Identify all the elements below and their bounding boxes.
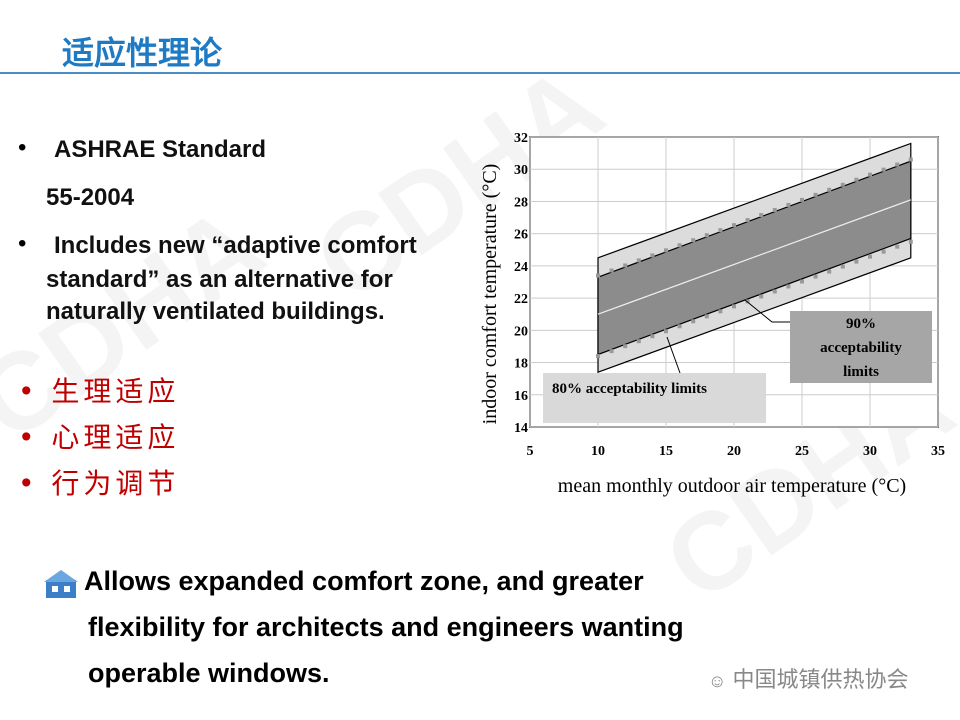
marker-lower: [596, 354, 600, 359]
label-90: 90%: [846, 316, 876, 332]
marker-lower: [636, 339, 641, 344]
marker-upper: [691, 238, 696, 243]
marker-upper: [800, 197, 804, 202]
title-divider: [0, 72, 960, 74]
bottom-text: Allows expanded comfort zone, and greate…: [84, 566, 644, 596]
marker-lower: [908, 239, 913, 244]
marker-lower: [895, 244, 900, 249]
marker-upper: [596, 273, 600, 278]
marker-lower: [609, 349, 614, 354]
marker-upper: [732, 223, 736, 228]
marker-upper: [677, 243, 682, 248]
marker-upper: [609, 268, 614, 273]
footer: ☺ 中国城镇供热协会: [708, 662, 909, 694]
x-tick-label: 25: [795, 444, 809, 459]
y-tick-label: 16: [514, 389, 528, 404]
cn-bullet: • 生理适应: [18, 375, 180, 408]
marker-lower: [827, 269, 832, 274]
leader-line: [744, 299, 790, 323]
marker-lower: [868, 254, 872, 259]
x-tick-label: 15: [659, 444, 673, 459]
marker-upper: [813, 192, 818, 197]
cn-bullet: • 心理适应: [18, 421, 180, 454]
marker-lower: [813, 274, 818, 279]
x-tick-label: 20: [727, 444, 741, 459]
marker-lower: [786, 284, 791, 289]
y-tick-label: 24: [514, 260, 528, 275]
cn-bullet: • 行为调节: [18, 467, 180, 500]
marker-lower: [664, 329, 668, 334]
marker-upper: [650, 253, 655, 258]
bottom-text: operable windows.: [88, 658, 330, 688]
marker-lower: [650, 334, 655, 339]
y-tick-label: 22: [514, 292, 528, 307]
marker-upper: [745, 218, 750, 223]
x-tick-label: 10: [591, 444, 605, 459]
label-box-80: [543, 373, 766, 423]
marker-lower: [840, 264, 845, 269]
bullet-dot: •: [18, 134, 27, 161]
y-tick-label: 30: [514, 163, 528, 178]
marker-upper: [827, 187, 832, 192]
y-tick-label: 14: [514, 421, 528, 436]
marker-upper: [718, 228, 723, 233]
bullet-text: ASHRAE Standard: [54, 136, 267, 163]
bottom-text: flexibility for architects and engineers…: [88, 612, 684, 642]
marker-lower: [732, 304, 736, 309]
x-tick-label: 5: [527, 444, 534, 459]
marker-upper: [786, 202, 791, 207]
y-tick-label: 32: [514, 131, 528, 146]
marker-upper: [881, 167, 886, 172]
y-tick-label: 28: [514, 195, 528, 210]
marker-upper: [868, 172, 872, 177]
x-axis-label: mean monthly outdoor air temperature (°C…: [558, 475, 906, 497]
center-line: [597, 199, 912, 315]
wechat-icon: ☺: [708, 671, 727, 691]
bullet-text: Includes new “adaptive comfort: [54, 232, 417, 259]
x-tick-label: 30: [863, 444, 877, 459]
label-90: limits: [843, 364, 879, 380]
slide-title: 适应性理论: [62, 34, 223, 72]
bullet-text: 55-2004: [46, 184, 135, 211]
y-tick-label: 18: [514, 357, 528, 372]
marker-lower: [854, 259, 859, 264]
marker-lower: [623, 344, 628, 349]
marker-lower: [772, 289, 777, 294]
marker-lower: [718, 309, 723, 314]
marker-upper: [840, 182, 845, 187]
marker-upper: [772, 207, 777, 212]
bullet-text: standard” as an alternative for: [46, 266, 393, 293]
label-90: acceptability: [820, 340, 902, 356]
bullet-dot: •: [18, 230, 27, 257]
marker-upper: [759, 213, 764, 218]
bullet-text: naturally ventilated buildings.: [46, 298, 385, 325]
marker-lower: [881, 249, 886, 254]
footer-text: 中国城镇供热协会: [732, 667, 909, 692]
marker-lower: [745, 299, 750, 304]
marker-lower: [691, 319, 696, 324]
marker-lower: [704, 314, 709, 319]
marker-upper: [664, 248, 668, 253]
marker-upper: [704, 233, 709, 238]
house-icon: [44, 570, 78, 598]
marker-upper: [908, 157, 913, 162]
y-tick-label: 26: [514, 228, 528, 243]
marker-lower: [759, 294, 764, 299]
marker-upper: [854, 177, 859, 182]
y-axis-label: indoor comfort temperature (°C): [479, 164, 501, 425]
marker-lower: [800, 279, 804, 284]
marker-lower: [677, 324, 682, 329]
x-tick-label: 35: [931, 444, 945, 459]
y-tick-label: 20: [514, 324, 528, 339]
label-80: 80% acceptability limits: [552, 381, 707, 397]
marker-upper: [623, 263, 628, 268]
marker-upper: [895, 162, 900, 167]
leader-line: [666, 336, 681, 374]
marker-upper: [636, 258, 641, 263]
label-box-90: [790, 311, 932, 383]
